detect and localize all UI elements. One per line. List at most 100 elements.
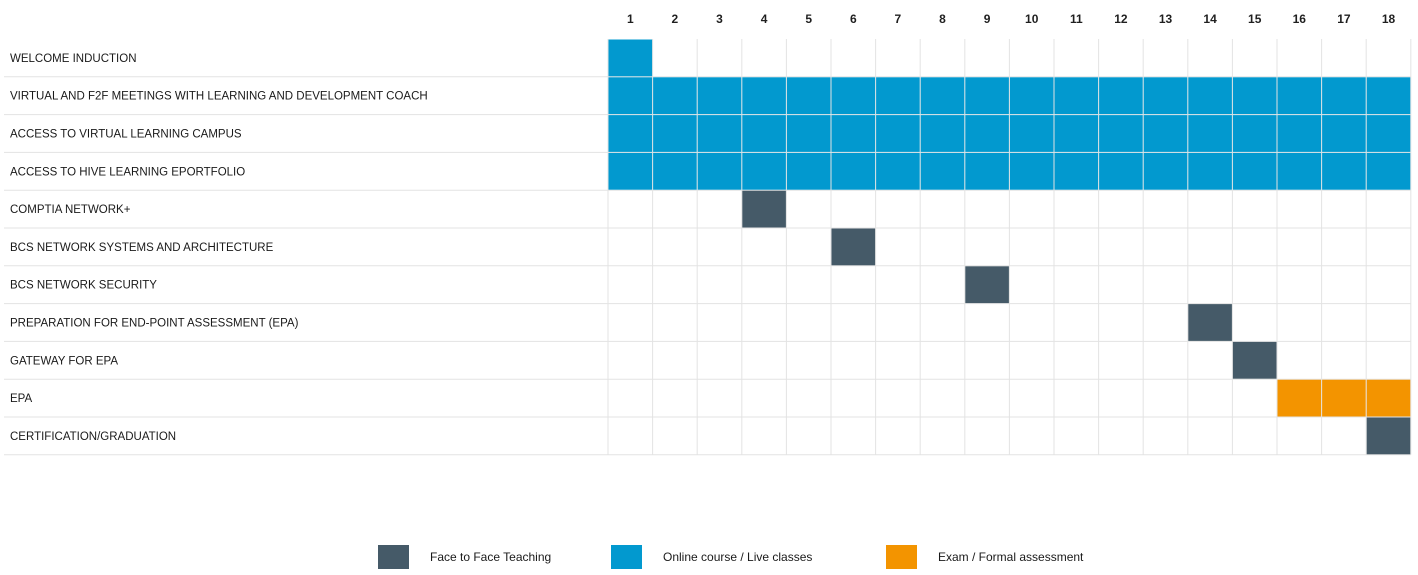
task-label: PREPARATION FOR END-POINT ASSESSMENT (EP… — [10, 318, 299, 330]
gantt-cell-online — [608, 77, 653, 115]
gantt-cell-online — [697, 115, 742, 152]
gantt-cell-online — [786, 152, 831, 190]
gantt-cell-online — [1054, 115, 1099, 152]
gantt-cell-online — [742, 152, 786, 190]
gantt-cell-online — [1009, 115, 1054, 152]
gantt-cell-online — [965, 77, 1009, 115]
gantt-cell-exam — [1322, 379, 1366, 417]
month-label-12: 12 — [1114, 12, 1128, 26]
task-label: COMPTIA NETWORK+ — [10, 204, 131, 216]
gantt-cell-online — [1143, 152, 1188, 190]
gantt-cell-online — [965, 115, 1009, 152]
gantt-cell-online — [1009, 152, 1054, 190]
legend-label-face-to-face: Face to Face Teaching — [430, 550, 552, 564]
gantt-cell-online — [1188, 77, 1232, 115]
gantt-cell-online — [1054, 77, 1099, 115]
month-label-17: 17 — [1337, 12, 1351, 26]
grid-lines — [4, 39, 1412, 456]
legend-label-online: Online course / Live classes — [663, 550, 813, 564]
legend-item-exam: Exam / Formal assessment — [886, 545, 1083, 569]
legend-swatch-online — [611, 545, 642, 569]
month-label-8: 8 — [939, 12, 946, 26]
month-header: 1 2 3 4 5 6 7 8 9 10 11 12 13 14 15 16 17 18 — [627, 12, 1396, 26]
gantt-chart: 1 2 3 4 5 6 7 8 9 10 11 12 13 14 15 16 17 18 WELCOME INDU… — [4, 12, 1412, 456]
gantt-cell-online — [876, 115, 920, 152]
gantt-cell-online — [1232, 152, 1277, 190]
month-label-16: 16 — [1293, 12, 1307, 26]
gantt-cell-online — [1099, 77, 1143, 115]
month-label-15: 15 — [1248, 12, 1262, 26]
task-label: VIRTUAL AND F2F MEETINGS WITH LEARNING A… — [10, 91, 428, 103]
gantt-cell-online — [1366, 77, 1411, 115]
gantt-cell-online — [1188, 152, 1232, 190]
month-label-1: 1 — [627, 12, 634, 26]
task-label: WELCOME INDUCTION — [10, 53, 137, 65]
gantt-cell-face_to_face — [1188, 304, 1232, 341]
month-label-9: 9 — [984, 12, 991, 26]
gantt-cell-online — [608, 152, 653, 190]
gantt-cell-online — [786, 115, 831, 152]
task-label: BCS NETWORK SYSTEMS AND ARCHITECTURE — [10, 242, 274, 254]
gantt-cell-online — [1143, 115, 1188, 152]
gantt-cell-face_to_face — [965, 266, 1009, 304]
gantt-cell-online — [1143, 77, 1188, 115]
gantt-cell-online — [1099, 152, 1143, 190]
gantt-cell-online — [653, 152, 697, 190]
month-label-14: 14 — [1203, 12, 1217, 26]
legend-item-online: Online course / Live classes — [611, 545, 812, 569]
gantt-cell-online — [1277, 152, 1322, 190]
gantt-cell-online — [1232, 77, 1277, 115]
month-label-10: 10 — [1025, 12, 1039, 26]
task-label: EPA — [10, 393, 32, 405]
month-label-6: 6 — [850, 12, 857, 26]
task-labels: WELCOME INDUCTION VIRTUAL AND F2F MEETING… — [10, 53, 428, 443]
legend-label-exam: Exam / Formal assessment — [938, 550, 1084, 564]
gantt-cells — [608, 39, 1411, 455]
gantt-cell-online — [742, 115, 786, 152]
gantt-cell-exam — [1277, 379, 1322, 417]
gantt-cell-face_to_face — [831, 228, 876, 266]
month-label-2: 2 — [672, 12, 679, 26]
gantt-cell-exam — [1366, 379, 1411, 417]
gantt-cell-online — [965, 152, 1009, 190]
gantt-cell-online — [1099, 115, 1143, 152]
task-label: CERTIFICATION/GRADUATION — [10, 431, 176, 443]
gantt-cell-online — [653, 115, 697, 152]
month-label-5: 5 — [805, 12, 812, 26]
legend-swatch-face-to-face — [378, 545, 409, 569]
gantt-cell-online — [786, 77, 831, 115]
gantt-cell-online — [653, 77, 697, 115]
gantt-cell-online — [1322, 152, 1366, 190]
task-label: BCS NETWORK SECURITY — [10, 280, 157, 292]
gantt-cell-online — [876, 152, 920, 190]
gantt-cell-online — [831, 77, 876, 115]
month-label-7: 7 — [895, 12, 902, 26]
gantt-cell-online — [876, 77, 920, 115]
legend-swatch-exam — [886, 545, 917, 569]
gantt-cell-online — [920, 77, 965, 115]
gantt-cell-online — [920, 152, 965, 190]
gantt-cell-online — [1322, 115, 1366, 152]
gantt-cell-online — [608, 39, 653, 77]
month-label-3: 3 — [716, 12, 723, 26]
gantt-cell-online — [1322, 77, 1366, 115]
gantt-cell-online — [1054, 152, 1099, 190]
task-label: ACCESS TO VIRTUAL LEARNING CAMPUS — [10, 129, 242, 141]
gantt-cell-online — [608, 115, 653, 152]
legend: Face to Face Teaching Online course / Li… — [0, 545, 1418, 575]
gantt-cell-online — [831, 115, 876, 152]
gantt-cell-online — [697, 77, 742, 115]
gantt-cell-online — [1366, 152, 1411, 190]
month-label-18: 18 — [1382, 12, 1396, 26]
gantt-cell-online — [1277, 115, 1322, 152]
gantt-cell-online — [1009, 77, 1054, 115]
gantt-cell-online — [697, 152, 742, 190]
gantt-cell-online — [1277, 77, 1322, 115]
gantt-cell-online — [920, 115, 965, 152]
gantt-cell-online — [1232, 115, 1277, 152]
gantt-cell-online — [742, 77, 786, 115]
month-label-11: 11 — [1070, 12, 1083, 26]
gantt-cell-online — [1188, 115, 1232, 152]
month-label-4: 4 — [761, 12, 768, 26]
gantt-cell-face_to_face — [1366, 417, 1411, 455]
